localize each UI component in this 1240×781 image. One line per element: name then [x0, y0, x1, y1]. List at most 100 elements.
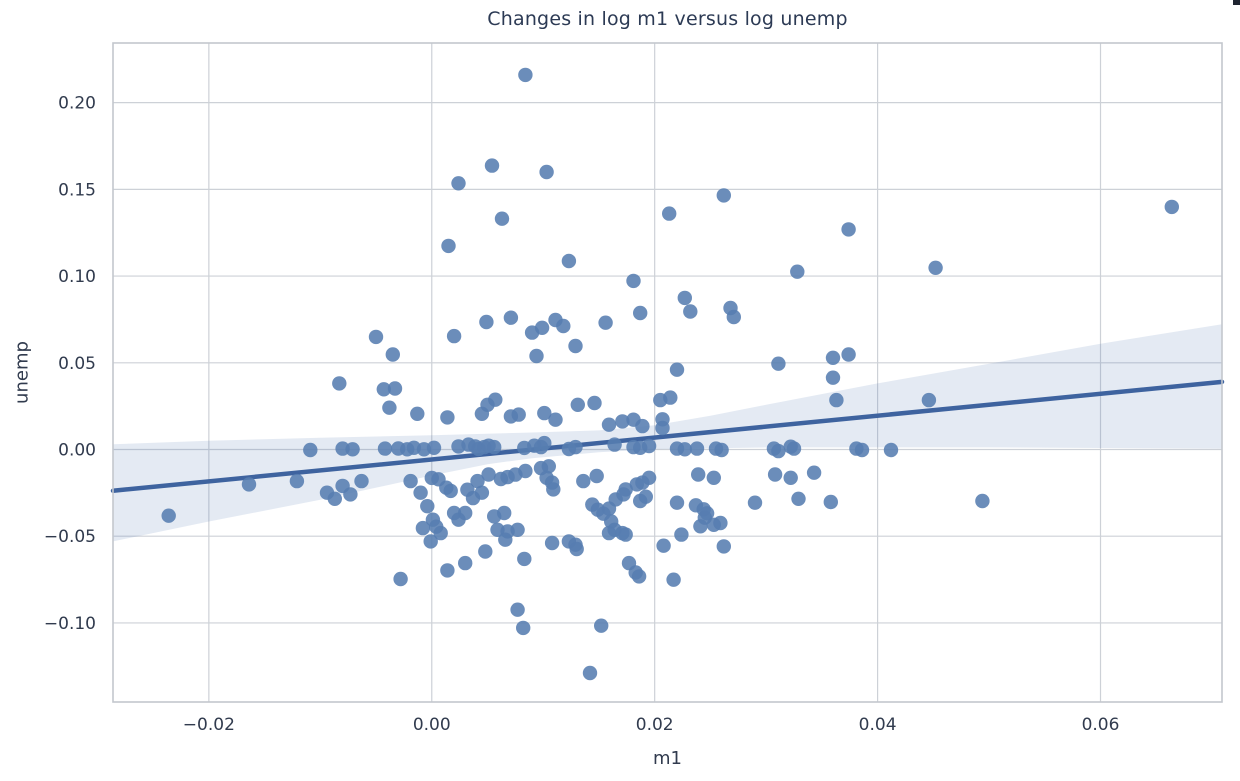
- data-point: [655, 420, 670, 436]
- data-point: [975, 493, 990, 509]
- data-point: [656, 538, 671, 553]
- data-point: [503, 310, 519, 325]
- data-point: [410, 406, 425, 421]
- data-point: [537, 435, 552, 451]
- data-point: [706, 517, 721, 532]
- data-point: [376, 382, 391, 397]
- data-point: [601, 525, 617, 541]
- data-point: [726, 309, 741, 325]
- data-point: [790, 264, 805, 279]
- x-tick-label: 0.02: [636, 715, 674, 735]
- data-point: [343, 487, 358, 502]
- data-point: [767, 467, 783, 482]
- data-point: [825, 350, 841, 365]
- regression-line: [110, 379, 1225, 494]
- data-point: [546, 482, 561, 497]
- y-axis-label: unemp: [11, 341, 33, 404]
- data-point: [327, 491, 342, 506]
- data-point: [854, 442, 870, 458]
- data-point: [601, 417, 617, 432]
- x-axis-label: m1: [653, 748, 682, 769]
- data-point: [537, 405, 552, 421]
- data-point: [474, 485, 490, 500]
- data-point: [607, 437, 622, 452]
- data-point: [786, 441, 802, 456]
- data-point: [518, 67, 533, 83]
- data-point: [544, 535, 560, 551]
- data-point: [638, 489, 653, 504]
- x-tick-label: 0.00: [413, 715, 451, 735]
- data-point: [747, 495, 763, 510]
- data-point: [841, 347, 856, 362]
- data-point: [641, 470, 657, 485]
- x-tick-label: 0.06: [1082, 715, 1120, 735]
- data-point: [354, 473, 369, 489]
- data-point: [415, 520, 431, 536]
- data-point: [829, 392, 844, 408]
- data-point: [481, 467, 496, 482]
- data-point: [641, 438, 657, 454]
- screen-corner-artifact: [1233, 0, 1240, 5]
- data-point: [569, 541, 584, 557]
- data-point: [539, 164, 554, 180]
- y-tick-label: 0.20: [58, 94, 96, 114]
- data-point: [426, 440, 442, 455]
- data-point: [841, 222, 856, 237]
- data-point: [823, 494, 838, 510]
- y-tick-label: 0.05: [58, 354, 96, 374]
- y-tick-label: 0.00: [58, 440, 96, 460]
- x-tick-label: −0.02: [183, 715, 235, 735]
- data-point: [806, 465, 822, 480]
- data-point: [470, 473, 485, 489]
- data-point: [393, 571, 408, 587]
- data-point: [385, 347, 400, 362]
- data-point: [561, 253, 577, 269]
- data-point: [443, 483, 458, 499]
- data-point: [303, 442, 318, 458]
- data-point: [716, 539, 731, 554]
- data-point: [693, 519, 708, 534]
- data-point: [633, 305, 648, 321]
- data-point: [368, 329, 384, 345]
- data-point: [382, 400, 397, 415]
- data-point: [161, 508, 176, 523]
- data-point: [594, 618, 609, 633]
- data-point: [568, 439, 583, 455]
- data-point: [631, 569, 647, 584]
- data-point: [478, 544, 493, 559]
- data-point: [883, 442, 899, 458]
- data-point: [666, 572, 681, 587]
- y-tick-label: −0.05: [44, 527, 96, 547]
- data-point: [498, 532, 513, 547]
- data-point: [534, 320, 550, 335]
- data-point: [582, 665, 598, 681]
- data-point: [488, 392, 503, 407]
- data-point: [662, 206, 677, 221]
- data-point: [791, 491, 806, 506]
- data-point: [548, 412, 563, 427]
- plot-border: [112, 42, 1223, 703]
- data-point: [423, 534, 438, 549]
- data-point: [568, 338, 583, 354]
- data-point: [615, 414, 630, 429]
- data-point: [332, 376, 347, 391]
- y-tick-label: 0.10: [58, 267, 96, 287]
- data-point: [458, 555, 473, 571]
- data-point: [669, 362, 685, 377]
- data-point: [556, 318, 571, 334]
- data-point: [440, 410, 455, 425]
- data-point: [510, 602, 525, 617]
- data-point: [511, 407, 526, 422]
- data-point: [377, 441, 393, 456]
- data-point: [825, 370, 841, 385]
- data-point: [413, 485, 428, 500]
- data-point: [587, 395, 602, 411]
- data-point: [518, 463, 533, 479]
- chart-title: Changes in log m1 versus log unemp: [487, 8, 848, 30]
- data-point: [626, 273, 641, 289]
- data-point: [440, 563, 455, 578]
- data-point: [446, 328, 462, 344]
- data-point: [601, 501, 617, 516]
